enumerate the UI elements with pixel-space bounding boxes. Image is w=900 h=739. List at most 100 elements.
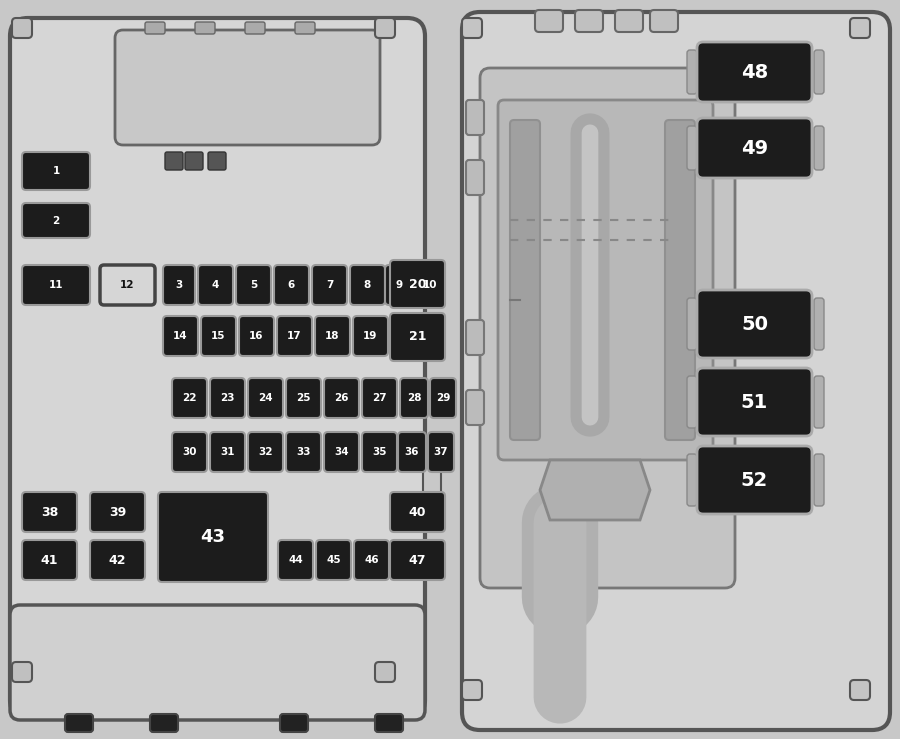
FancyBboxPatch shape — [280, 714, 308, 732]
FancyBboxPatch shape — [498, 100, 713, 460]
Text: 40: 40 — [409, 505, 427, 519]
Text: 36: 36 — [405, 447, 419, 457]
FancyBboxPatch shape — [274, 265, 309, 305]
FancyBboxPatch shape — [12, 18, 32, 38]
FancyBboxPatch shape — [22, 203, 90, 238]
FancyBboxPatch shape — [239, 316, 274, 356]
Text: 21: 21 — [409, 330, 427, 344]
FancyBboxPatch shape — [428, 432, 454, 472]
FancyBboxPatch shape — [462, 680, 482, 700]
FancyBboxPatch shape — [90, 492, 145, 532]
FancyBboxPatch shape — [90, 540, 145, 580]
Text: 31: 31 — [220, 447, 235, 457]
FancyBboxPatch shape — [650, 10, 678, 32]
FancyBboxPatch shape — [12, 662, 32, 682]
Text: 14: 14 — [173, 331, 188, 341]
FancyBboxPatch shape — [295, 22, 315, 34]
Text: 32: 32 — [258, 447, 273, 457]
FancyBboxPatch shape — [466, 390, 484, 425]
FancyBboxPatch shape — [697, 446, 812, 514]
FancyBboxPatch shape — [185, 152, 203, 170]
FancyBboxPatch shape — [22, 265, 90, 305]
Text: 30: 30 — [182, 447, 197, 457]
FancyBboxPatch shape — [362, 432, 397, 472]
FancyBboxPatch shape — [158, 492, 268, 582]
FancyBboxPatch shape — [286, 432, 321, 472]
FancyBboxPatch shape — [163, 316, 198, 356]
FancyBboxPatch shape — [362, 378, 397, 418]
Text: 3: 3 — [176, 280, 183, 290]
FancyBboxPatch shape — [353, 316, 388, 356]
FancyBboxPatch shape — [400, 378, 428, 418]
FancyBboxPatch shape — [245, 22, 265, 34]
FancyBboxPatch shape — [208, 152, 226, 170]
FancyBboxPatch shape — [814, 298, 824, 350]
FancyBboxPatch shape — [697, 42, 812, 102]
FancyBboxPatch shape — [430, 378, 456, 418]
Text: 4: 4 — [212, 280, 220, 290]
Text: 48: 48 — [741, 63, 768, 81]
Text: 44: 44 — [288, 555, 303, 565]
Text: 11: 11 — [49, 280, 63, 290]
FancyBboxPatch shape — [195, 22, 215, 34]
Text: 52: 52 — [741, 471, 768, 489]
FancyBboxPatch shape — [390, 492, 445, 532]
FancyBboxPatch shape — [315, 316, 350, 356]
FancyBboxPatch shape — [210, 378, 245, 418]
FancyBboxPatch shape — [236, 265, 271, 305]
FancyBboxPatch shape — [687, 298, 697, 350]
Text: 38: 38 — [40, 505, 58, 519]
FancyBboxPatch shape — [814, 454, 824, 506]
FancyBboxPatch shape — [375, 662, 395, 682]
FancyBboxPatch shape — [480, 68, 735, 588]
FancyBboxPatch shape — [814, 50, 824, 94]
FancyBboxPatch shape — [22, 152, 90, 190]
FancyBboxPatch shape — [354, 540, 389, 580]
FancyBboxPatch shape — [697, 368, 812, 436]
Text: 49: 49 — [741, 138, 768, 157]
FancyBboxPatch shape — [390, 313, 445, 361]
FancyBboxPatch shape — [22, 492, 77, 532]
FancyBboxPatch shape — [575, 10, 603, 32]
FancyBboxPatch shape — [687, 126, 697, 170]
Text: 34: 34 — [334, 447, 349, 457]
FancyBboxPatch shape — [814, 126, 824, 170]
FancyBboxPatch shape — [615, 10, 643, 32]
FancyBboxPatch shape — [466, 100, 484, 135]
FancyBboxPatch shape — [850, 18, 870, 38]
FancyBboxPatch shape — [385, 265, 413, 305]
FancyBboxPatch shape — [687, 454, 697, 506]
Text: 10: 10 — [423, 280, 437, 290]
Text: 5: 5 — [250, 280, 257, 290]
FancyBboxPatch shape — [390, 260, 445, 308]
FancyBboxPatch shape — [198, 265, 233, 305]
FancyBboxPatch shape — [466, 320, 484, 355]
FancyBboxPatch shape — [466, 160, 484, 195]
Text: 42: 42 — [109, 554, 126, 567]
Text: 29: 29 — [436, 393, 450, 403]
Text: 15: 15 — [212, 331, 226, 341]
Text: 39: 39 — [109, 505, 126, 519]
FancyBboxPatch shape — [145, 22, 165, 34]
FancyBboxPatch shape — [687, 376, 697, 428]
FancyBboxPatch shape — [850, 680, 870, 700]
Text: 12: 12 — [121, 280, 135, 290]
FancyBboxPatch shape — [375, 714, 403, 732]
Polygon shape — [540, 460, 650, 520]
FancyBboxPatch shape — [375, 18, 395, 38]
FancyBboxPatch shape — [462, 18, 482, 38]
Text: 28: 28 — [407, 393, 421, 403]
Text: 2: 2 — [52, 216, 59, 225]
FancyBboxPatch shape — [10, 605, 425, 720]
Text: 45: 45 — [326, 555, 341, 565]
Text: 7: 7 — [326, 280, 333, 290]
Text: 17: 17 — [287, 331, 302, 341]
Text: 16: 16 — [249, 331, 264, 341]
Text: 20: 20 — [409, 278, 427, 290]
Text: 22: 22 — [182, 393, 197, 403]
Text: 50: 50 — [741, 315, 768, 333]
FancyBboxPatch shape — [10, 18, 425, 718]
FancyBboxPatch shape — [165, 152, 183, 170]
FancyBboxPatch shape — [172, 378, 207, 418]
FancyBboxPatch shape — [65, 714, 93, 732]
